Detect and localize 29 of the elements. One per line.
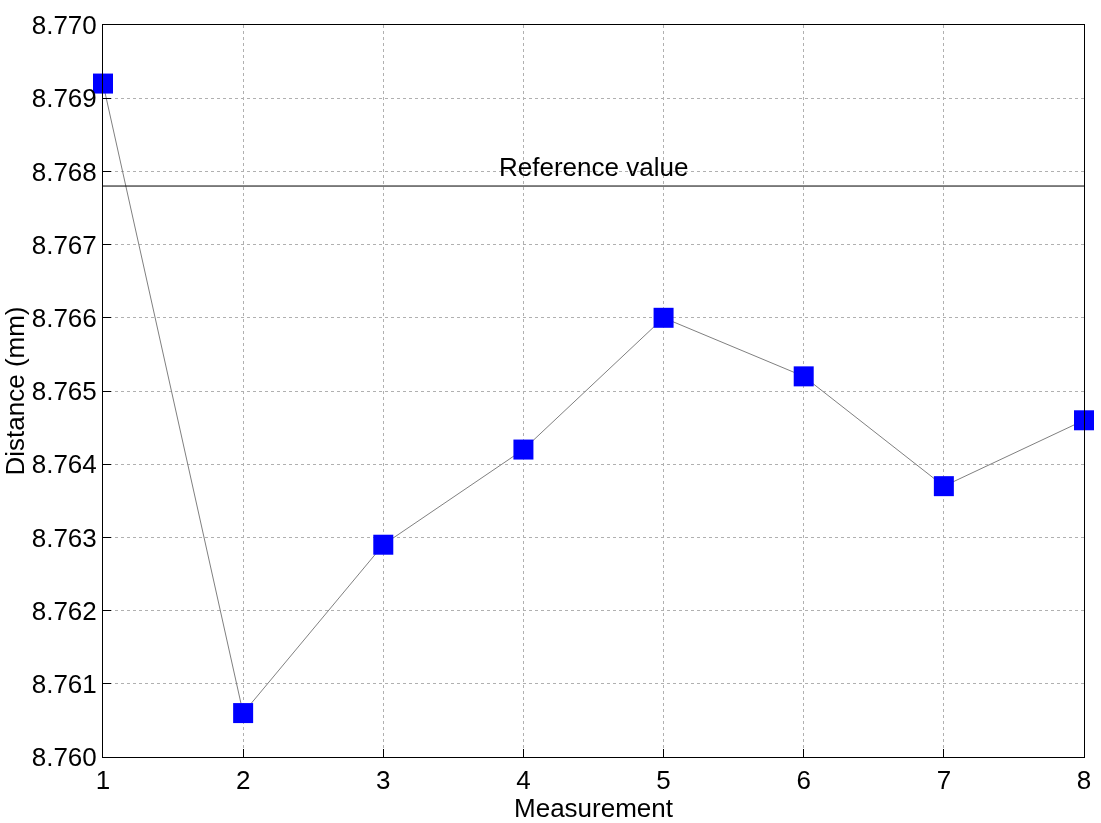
point [373, 534, 394, 555]
y-tick-label: 8.767 [31, 229, 97, 260]
y-tick-label: 8.761 [31, 668, 97, 699]
y-tick-label: 8.770 [31, 10, 97, 41]
point [653, 307, 674, 328]
y-tick-label: 8.768 [31, 156, 97, 187]
point [513, 439, 534, 460]
x-tick-label: 2 [235, 765, 251, 796]
x-tick-label: 7 [936, 765, 952, 796]
point [233, 703, 254, 724]
point [793, 366, 814, 387]
x-tick-label: 1 [95, 765, 111, 796]
y-axis-title: Distance (mm) [0, 306, 30, 476]
x-tick-label: 5 [656, 765, 671, 796]
x-tick-label: 4 [516, 765, 531, 796]
point [1074, 410, 1094, 431]
y-tick-label: 8.762 [31, 595, 97, 626]
ref-line-label: Reference value [499, 152, 689, 182]
x-tick-label: 3 [376, 765, 391, 796]
y-tick-label: 8.763 [31, 522, 97, 553]
x-tick-label: 8 [1076, 765, 1092, 796]
y-tick-label: 8.769 [31, 83, 97, 114]
y-tick-label: 8.764 [31, 449, 97, 480]
x-tick-label: 6 [796, 765, 811, 796]
x-axis-title: Measurement [514, 793, 674, 823]
y-tick-label: 8.760 [31, 742, 97, 773]
point [933, 476, 954, 497]
y-tick-label: 8.765 [31, 376, 97, 407]
y-tick-label: 8.766 [31, 302, 97, 333]
